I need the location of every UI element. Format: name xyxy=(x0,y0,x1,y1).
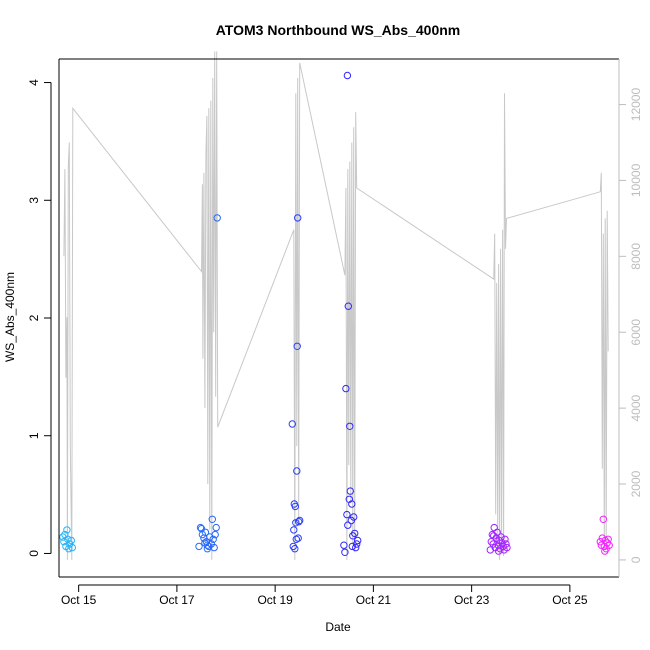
data-point xyxy=(489,540,497,548)
data-point xyxy=(212,523,220,532)
data-point xyxy=(196,523,205,532)
data-point xyxy=(490,532,498,540)
data-point xyxy=(348,500,356,508)
data-point xyxy=(346,487,354,495)
data-point xyxy=(64,535,72,543)
x-tick-label: Oct 17 xyxy=(159,593,195,607)
y2-tick-label: 4000 xyxy=(629,394,643,421)
data-point xyxy=(344,521,352,529)
y-tick-label: 4 xyxy=(27,79,41,86)
data-point xyxy=(340,541,348,549)
data-point xyxy=(348,542,356,551)
y2-tick-label: 10000 xyxy=(629,163,643,197)
data-point xyxy=(290,526,298,534)
data-point xyxy=(291,545,299,553)
data-point xyxy=(293,467,301,475)
data-point xyxy=(349,532,357,540)
data-point xyxy=(208,515,217,523)
data-point xyxy=(203,541,212,549)
altitude-series xyxy=(63,51,609,560)
y-tick-label: 1 xyxy=(27,432,41,439)
data-point xyxy=(291,502,299,511)
data-point xyxy=(605,541,613,549)
data-point xyxy=(343,71,352,80)
data-point xyxy=(503,543,511,552)
x-tick-label: Oct 21 xyxy=(356,593,392,607)
data-point xyxy=(65,545,73,553)
data-point xyxy=(596,538,604,546)
data-point xyxy=(68,543,77,552)
data-point xyxy=(346,422,354,430)
altitude-line xyxy=(63,51,609,560)
data-point xyxy=(599,515,607,523)
y-tick-label: 2 xyxy=(27,314,41,321)
data-point xyxy=(213,214,221,222)
data-point xyxy=(354,536,362,545)
data-point xyxy=(601,547,609,555)
data-point xyxy=(209,535,217,543)
y-tick-label: 0 xyxy=(27,550,41,557)
y2-tick-label: 0 xyxy=(629,556,643,563)
y-axis-label: WS_Abs_400nm xyxy=(3,272,17,362)
data-point xyxy=(502,540,510,548)
data-point xyxy=(294,534,302,542)
x-tick-label: Oct 15 xyxy=(61,593,97,607)
data-point xyxy=(203,545,212,553)
y2-tick-label: 12000 xyxy=(629,88,643,122)
data-point xyxy=(342,384,350,393)
data-point xyxy=(294,214,302,222)
data-point xyxy=(292,535,300,543)
data-point xyxy=(288,420,296,428)
data-point xyxy=(195,542,203,551)
y2-tick-label: 2000 xyxy=(629,470,643,497)
y2-tick-label: 6000 xyxy=(629,319,643,346)
x-tick-label: Oct 23 xyxy=(454,593,490,607)
data-point xyxy=(211,530,219,539)
data-point xyxy=(295,518,303,526)
data-point xyxy=(343,510,351,519)
y-tick-label: 3 xyxy=(27,197,41,204)
x-tick-label: Oct 19 xyxy=(257,593,293,607)
data-point xyxy=(293,342,301,350)
data-point xyxy=(351,529,359,538)
y2-tick-label: 8000 xyxy=(629,243,643,270)
data-point xyxy=(603,539,611,547)
chart-title: ATOM3 Northbound WS_Abs_400nm xyxy=(216,22,461,38)
data-point xyxy=(210,543,218,552)
data-point xyxy=(344,302,352,310)
points-series xyxy=(59,71,613,556)
axes: Oct 15 Oct 17 Oct 19 Oct 21 Oct 23 Oct 25 0 1 2 3… xyxy=(27,58,643,607)
data-point xyxy=(494,547,503,555)
data-point xyxy=(296,516,304,525)
data-point xyxy=(501,535,509,543)
data-point xyxy=(201,528,210,536)
data-point xyxy=(63,526,71,534)
x-axis-label: Date xyxy=(325,620,351,634)
data-point xyxy=(67,536,76,545)
x-tick-label: Oct 25 xyxy=(552,593,588,607)
data-point xyxy=(353,540,361,548)
data-point xyxy=(350,513,358,521)
data-point xyxy=(341,548,349,556)
data-point xyxy=(352,543,360,552)
